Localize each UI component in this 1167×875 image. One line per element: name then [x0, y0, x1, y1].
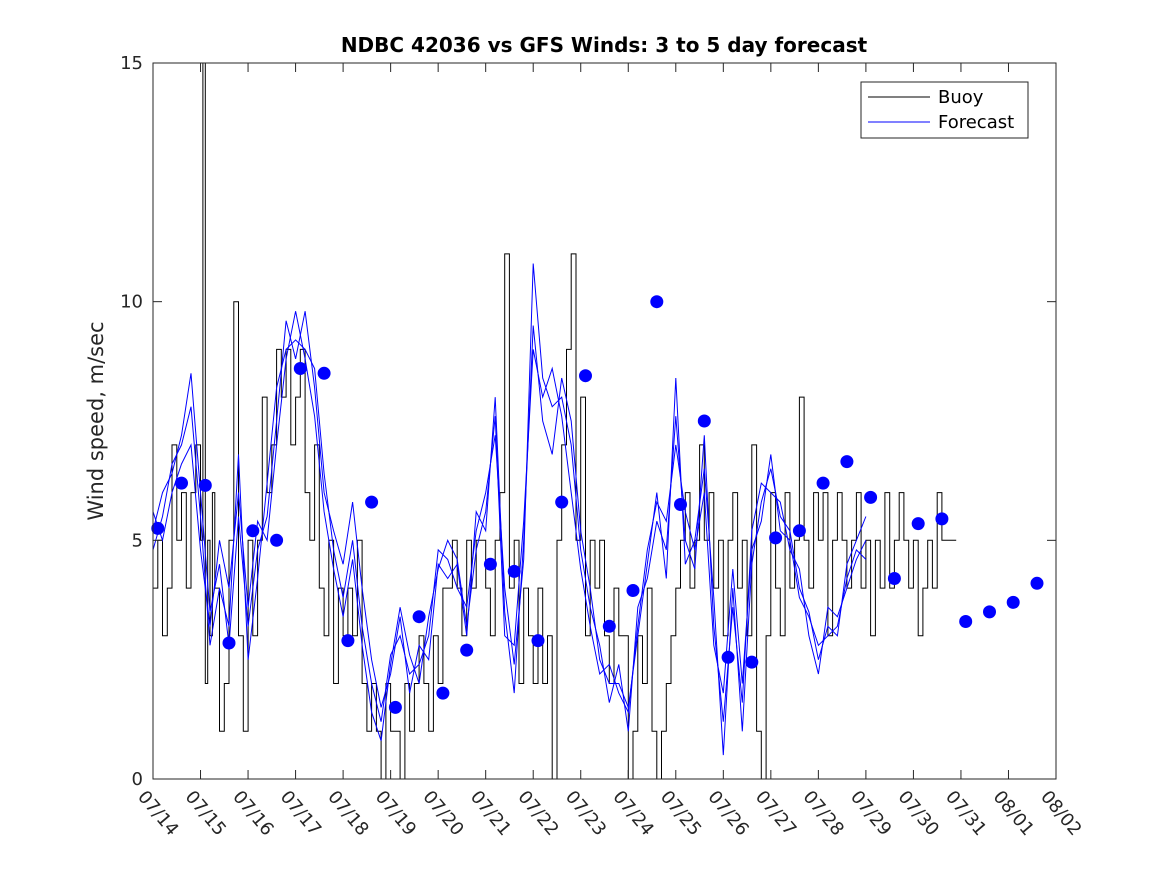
y-axis: 0 5 10 15: [120, 53, 1056, 790]
forecast-point: [887, 572, 901, 585]
forecast-point: [412, 610, 426, 624]
forecast-point: [293, 362, 307, 375]
forecast-point: [151, 521, 165, 535]
y-tick-label: 0: [132, 769, 143, 790]
y-axis-label: Wind speed, m/sec: [84, 321, 108, 520]
forecast-point: [650, 295, 664, 309]
plot-frame: [152, 62, 1057, 780]
forecast-point: [1006, 595, 1020, 609]
legend: Buoy Forecast: [860, 81, 1029, 139]
forecast-point: [959, 615, 973, 628]
forecast-point: [840, 455, 854, 469]
forecast-point: [816, 476, 830, 490]
y-tick-label: 15: [120, 53, 143, 74]
forecast-point: [507, 564, 521, 578]
forecast-point: [246, 524, 260, 538]
forecast-point: [198, 478, 212, 492]
y-tick-label: 5: [132, 530, 143, 551]
forecast-point: [270, 533, 284, 547]
forecast-point: [769, 531, 783, 545]
legend-box: [860, 81, 1029, 139]
forecast-point: [792, 524, 806, 538]
forecast-points-layer: [151, 295, 1044, 714]
chart-title: NDBC 42036 vs GFS Winds: 3 to 5 day fore…: [341, 33, 868, 57]
forecast-point: [1030, 576, 1044, 590]
series-forecast-run-0: [152, 311, 867, 756]
forecast-point: [579, 369, 592, 383]
forecast-point: [721, 650, 735, 664]
series-layer: [152, 62, 957, 780]
y-tick-label: 10: [120, 292, 143, 313]
forecast-point: [460, 643, 474, 657]
forecast-point: [365, 495, 379, 509]
forecast-point: [602, 619, 616, 633]
forecast-point: [436, 686, 450, 700]
series-buoy: [153, 62, 957, 780]
series-forecast-run-2: [152, 311, 867, 741]
forecast-point: [388, 700, 402, 714]
forecast-point: [983, 605, 996, 619]
forecast-point: [317, 366, 331, 380]
forecast-point: [674, 498, 687, 511]
forecast-point: [864, 490, 878, 504]
forecast-point: [341, 634, 355, 648]
forecast-point: [222, 636, 236, 650]
forecast-point: [626, 584, 640, 597]
plot-area: [153, 63, 1056, 779]
forecast-point: [531, 634, 545, 648]
forecast-point: [935, 512, 949, 526]
forecast-point: [555, 495, 569, 509]
legend-entry-forecast: Forecast: [938, 112, 1014, 133]
legend-entry-buoy: Buoy: [938, 87, 984, 108]
forecast-point: [175, 476, 188, 490]
forecast-point: [483, 557, 497, 571]
forecast-point: [911, 517, 925, 531]
forecast-point: [745, 655, 759, 669]
forecast-point: [697, 414, 711, 428]
